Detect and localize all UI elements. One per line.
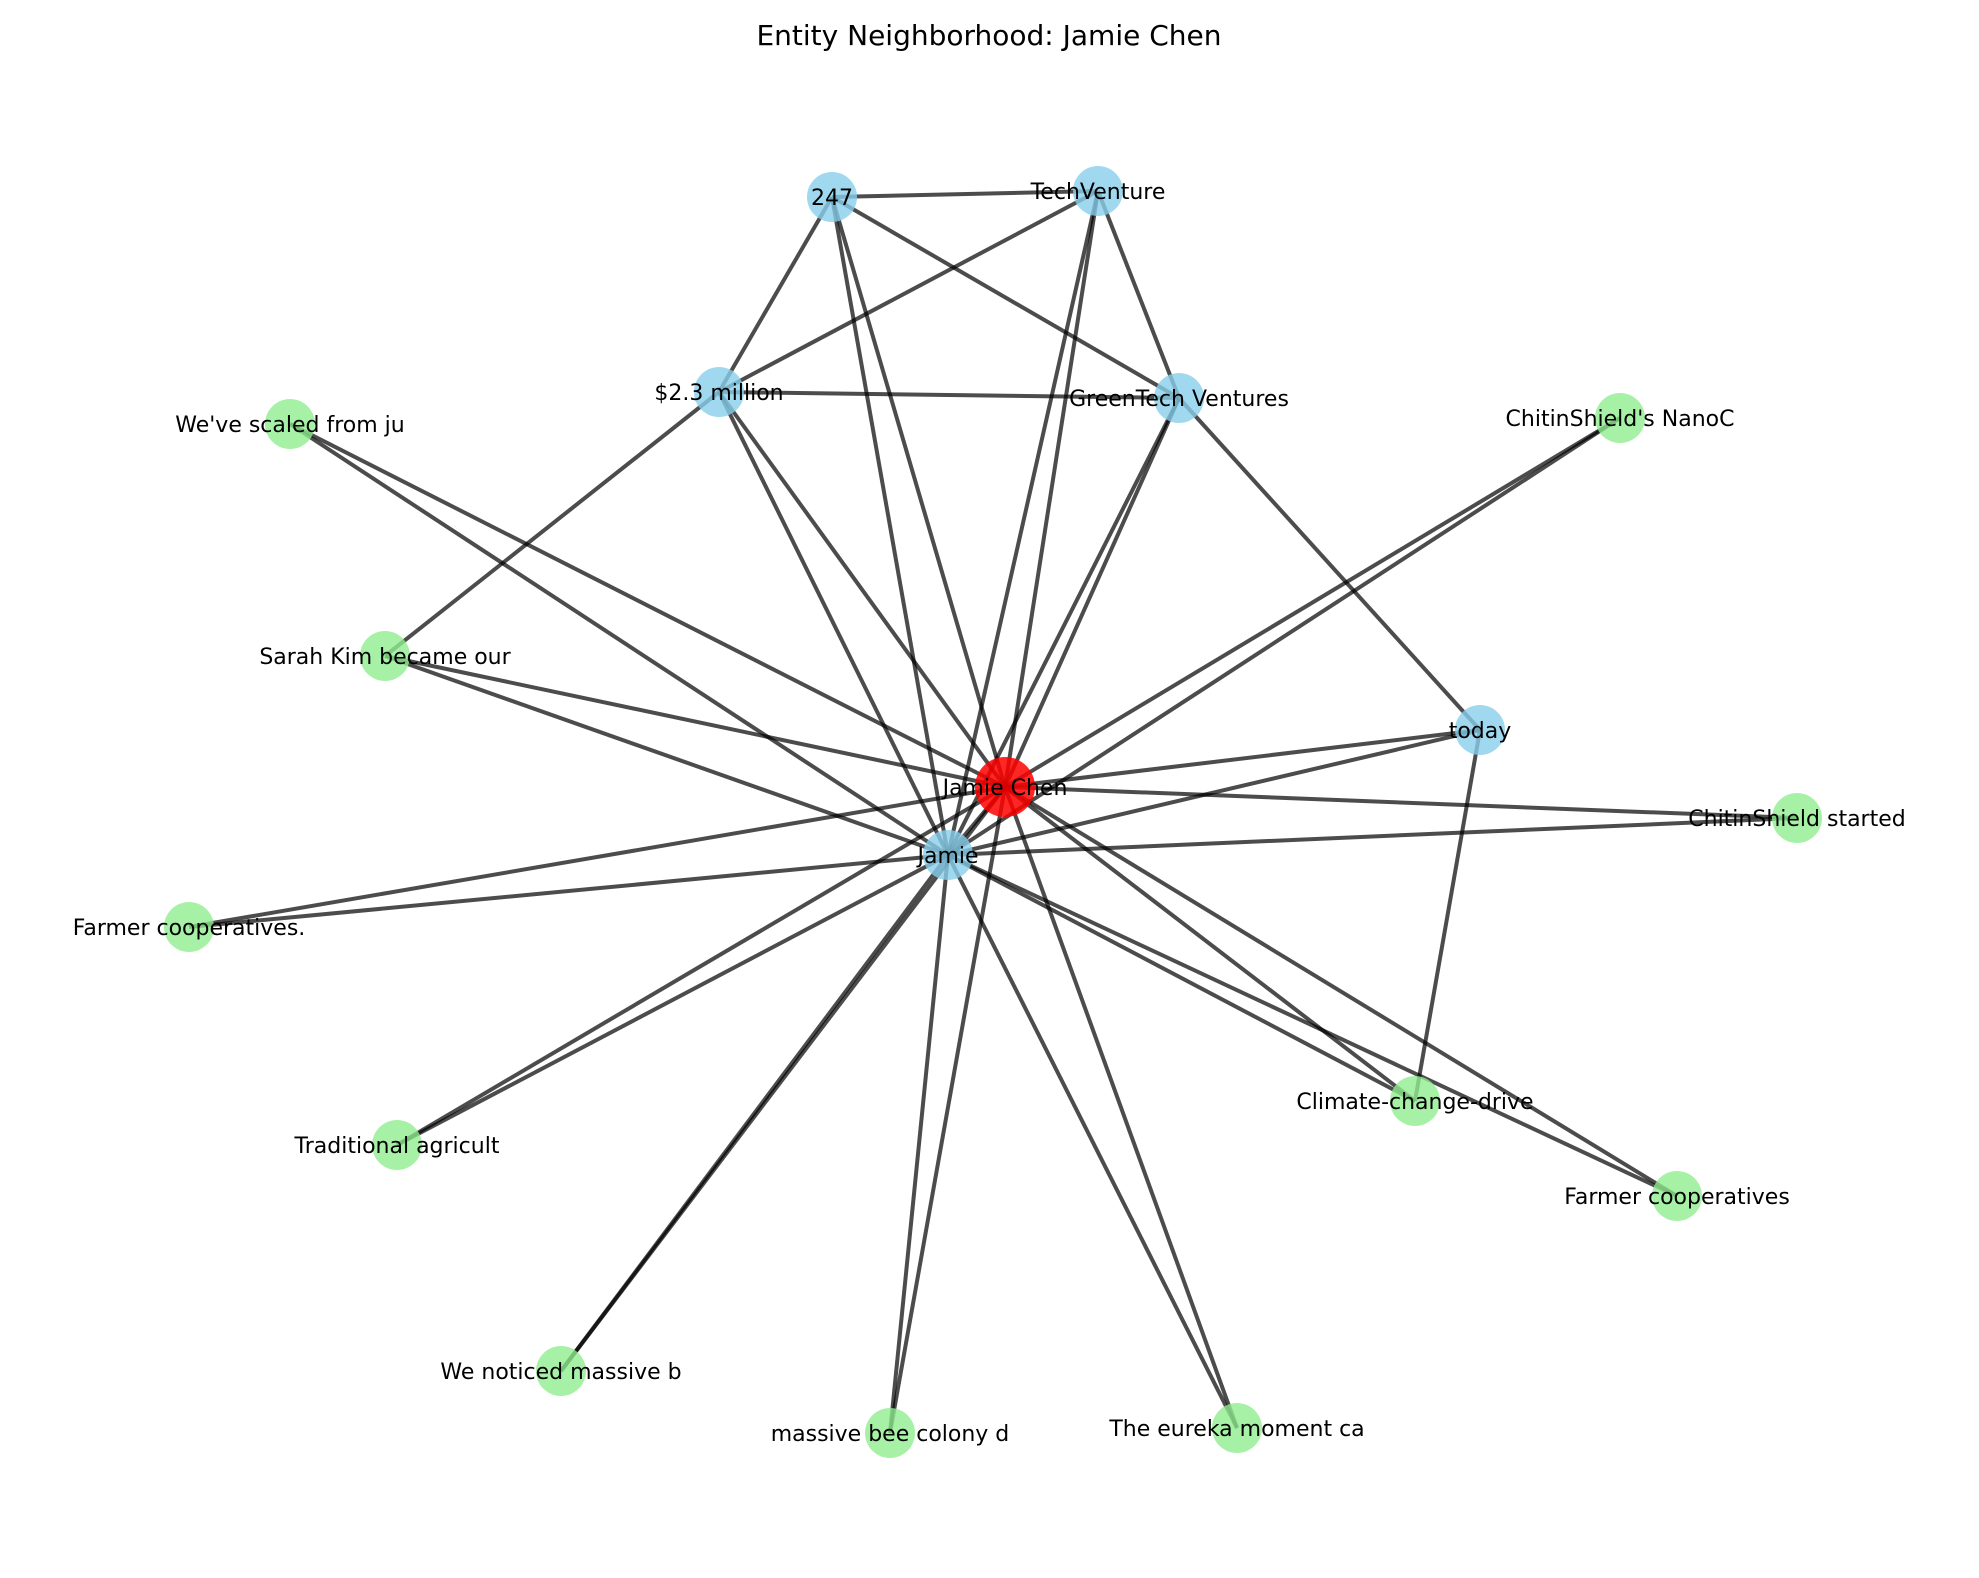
edge-farmer-cooperatives-jamie [947, 853, 1678, 1198]
node-climate-change[interactable] [1390, 1076, 1440, 1126]
edge-247-jamie [830, 196, 950, 856]
edge-eureka-jamie-chen [1003, 786, 1239, 1429]
edge-we-noticed-jamie [559, 853, 950, 1373]
node-farmer-cooperatives[interactable] [1652, 1171, 1702, 1221]
edge-traditional-agricult-jamie-chen [395, 785, 1007, 1147]
node-massive-bee[interactable] [865, 1408, 915, 1458]
node-label-eureka: The eureka moment ca [1108, 1417, 1364, 1442]
edge-climate-change-jamie-chen [1003, 785, 1417, 1103]
node-label-we-noticed: We noticed massive b [440, 1360, 681, 1385]
edges-layer [188, 189, 1798, 1434]
node-chitinshield-nanoc[interactable] [1595, 393, 1645, 443]
nodes-layer [164, 166, 1822, 1458]
labels-layer: Jamie Chen Jamie 247 TechVenture $2.3 millio… [73, 180, 1906, 1447]
edge-we-ve-scaled-jamie [288, 422, 950, 857]
node-jamie-chen[interactable] [975, 757, 1035, 817]
edge-greentech-ventures-today [1177, 396, 1482, 732]
node-eureka[interactable] [1212, 1403, 1262, 1453]
node-247[interactable] [807, 172, 857, 222]
node-label-climate-change: Climate-change-drive [1296, 1090, 1533, 1115]
edge-sarah-kim-jamie-chen [384, 654, 1006, 789]
edge-sarah-kim-jamie [384, 654, 949, 857]
node-label-massive-bee: massive bee colony d [771, 1422, 1010, 1447]
edge-traditional-agricult-jamie [396, 853, 949, 1147]
edge-chitinshield-nanoc-jamie [946, 416, 1622, 857]
graph-title: Entity Neighborhood: Jamie Chen [756, 19, 1221, 52]
edge-farmer-cooperatives-dot-jamie [188, 853, 949, 929]
node-label-247: 247 [811, 186, 853, 211]
edge-247-jamie-chen [830, 196, 1007, 788]
edge-massive-bee-jamie [888, 854, 950, 1434]
node-label-chitinshield-started: ChitinShield started [1688, 807, 1905, 832]
edge-2-3-million-jamie [717, 391, 950, 856]
edge-247-techventure [831, 189, 1099, 199]
node-2-3-million[interactable] [694, 367, 744, 417]
node-label-farmer-cooperatives-dot: Farmer cooperatives. [73, 916, 306, 941]
edge-climate-change-jamie [947, 853, 1416, 1103]
node-label-today: today [1449, 719, 1512, 744]
edge-we-ve-scaled-jamie-chen [289, 422, 1006, 789]
edge-2-3-million-sarah-kim [383, 390, 721, 658]
edge-techventure-jamie-chen [1003, 190, 1100, 788]
edge-farmer-cooperatives-dot-jamie-chen [188, 785, 1006, 929]
edge-eureka-jamie [946, 854, 1239, 1429]
node-we-noticed[interactable] [536, 1346, 586, 1396]
edge-massive-bee-jamie-chen [888, 786, 1007, 1434]
edge-247-greentech-ventures [830, 195, 1181, 400]
edge-chitinshield-started-jamie-chen [1004, 785, 1798, 820]
edge-chitinshield-nanoc-jamie-chen [1003, 416, 1622, 789]
node-label-jamie: Jamie [915, 844, 978, 869]
node-label-we-ve-scaled: We've scaled from ju [175, 413, 405, 438]
edge-2-3-million-jamie-chen [717, 390, 1007, 789]
node-label-farmer-cooperatives: Farmer cooperatives [1564, 1185, 1790, 1210]
node-label-sarah-kim: Sarah Kim became our [259, 645, 511, 670]
node-we-ve-scaled[interactable] [265, 399, 315, 449]
edge-today-jamie [947, 728, 1481, 857]
node-jamie[interactable] [923, 830, 973, 880]
edge-farmer-cooperatives-jamie-chen [1003, 785, 1679, 1198]
edge-2-3-million-greentech-ventures [718, 390, 1180, 400]
edge-today-jamie-chen [1004, 728, 1481, 789]
edge-techventure-jamie [946, 190, 1100, 856]
edge-today-climate-change [1413, 729, 1482, 1102]
node-chitinshield-started[interactable] [1772, 793, 1822, 843]
edge-techventure-2-3-million [718, 189, 1099, 394]
node-sarah-kim[interactable] [360, 631, 410, 681]
node-today[interactable] [1455, 705, 1505, 755]
node-greentech-ventures[interactable] [1154, 373, 1204, 423]
node-traditional-agricult[interactable] [372, 1120, 422, 1170]
node-label-2-3-million: $2.3 million [654, 381, 783, 406]
edge-techventure-greentech-ventures [1096, 190, 1181, 399]
node-farmer-cooperatives-dot[interactable] [164, 902, 214, 952]
edge-chitinshield-started-jamie [947, 816, 1798, 857]
node-label-jamie-chen: Jamie Chen [941, 776, 1068, 801]
node-label-chitinshield-nanoc: ChitinShield's NanoC [1506, 407, 1735, 432]
edge-greentech-ventures-jamie-chen [1003, 397, 1181, 788]
node-label-techventure: TechVenture [1030, 180, 1166, 205]
node-techventure[interactable] [1073, 166, 1123, 216]
node-label-greentech-ventures: GreenTech Ventures [1069, 387, 1289, 412]
edge-247-2-3-million [717, 195, 834, 394]
node-label-traditional-agricult: Traditional agricult [294, 1134, 500, 1159]
